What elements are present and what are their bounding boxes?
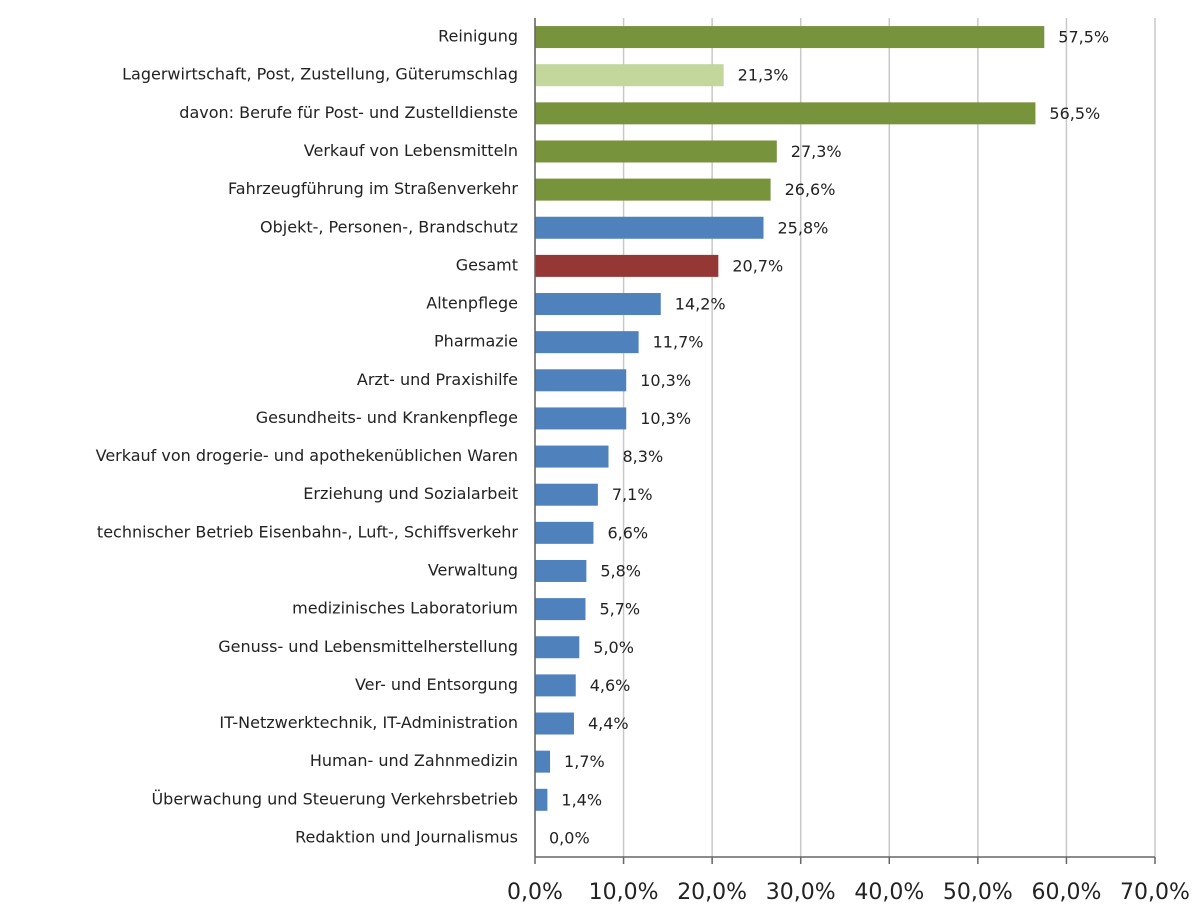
value-label: 57,5% — [1058, 28, 1109, 47]
category-label: Arzt- und Praxishilfe — [357, 370, 518, 389]
category-label: Gesamt — [456, 255, 518, 274]
x-tick-label: 20,0% — [677, 880, 747, 905]
bar — [535, 254, 719, 277]
category-label: davon: Berufe für Post- und Zustelldiens… — [179, 103, 518, 122]
value-label: 26,6% — [785, 180, 836, 199]
bar — [535, 140, 777, 163]
value-label: 25,8% — [778, 218, 829, 237]
bar — [535, 26, 1045, 49]
bar — [535, 788, 548, 811]
category-label: Verkauf von drogerie- und apothekenüblic… — [96, 446, 518, 465]
bar — [535, 445, 609, 468]
category-label: Erziehung und Sozialarbeit — [303, 484, 518, 503]
bar — [535, 598, 586, 621]
bar — [535, 369, 627, 392]
category-label: technischer Betrieb Eisenbahn-, Luft-, S… — [97, 522, 519, 541]
x-tick-label: 0,0% — [507, 880, 563, 905]
value-label: 1,4% — [561, 790, 602, 809]
bar — [535, 331, 639, 354]
category-label: Human- und Zahnmedizin — [310, 751, 518, 770]
bar — [535, 750, 551, 773]
bar — [535, 636, 580, 659]
x-tick-label: 70,0% — [1120, 880, 1190, 905]
bar — [535, 712, 574, 735]
value-label: 6,6% — [607, 523, 648, 542]
category-label: Fahrzeugführung im Straßenverkehr — [228, 179, 518, 198]
category-label: Reinigung — [438, 27, 518, 46]
value-label: 1,7% — [564, 752, 605, 771]
value-label: 5,0% — [593, 638, 634, 657]
value-label: 27,3% — [791, 142, 842, 161]
bar — [535, 407, 627, 430]
value-label: 4,6% — [590, 676, 631, 695]
value-label: 14,2% — [675, 295, 726, 314]
x-tick-label: 50,0% — [943, 880, 1013, 905]
category-label: IT-Netzwerktechnik, IT-Administration — [219, 713, 518, 732]
category-label: Lagerwirtschaft, Post, Zustellung, Güter… — [122, 65, 518, 84]
value-label: 21,3% — [738, 66, 789, 85]
bar — [535, 64, 724, 87]
category-label: medizinisches Laboratorium — [292, 599, 518, 618]
category-label: Ver- und Entsorgung — [355, 675, 518, 694]
value-label: 7,1% — [612, 485, 653, 504]
bar — [535, 483, 598, 506]
category-label: Objekt-, Personen-, Brandschutz — [260, 217, 518, 236]
value-label: 0,0% — [549, 828, 590, 847]
category-label: Gesundheits- und Krankenpflege — [256, 408, 518, 427]
category-label: Redaktion und Journalismus — [295, 827, 518, 846]
value-label: 20,7% — [732, 256, 783, 275]
category-label: Pharmazie — [434, 332, 518, 351]
bar — [535, 559, 587, 582]
category-label: Verwaltung — [428, 560, 518, 579]
value-label: 56,5% — [1049, 104, 1100, 123]
bar — [535, 216, 764, 239]
value-label: 10,3% — [640, 371, 691, 390]
bar — [535, 178, 771, 201]
value-label: 11,7% — [653, 333, 704, 352]
category-label: Genuss- und Lebensmittelherstellung — [218, 637, 518, 656]
x-tick-label: 60,0% — [1031, 880, 1101, 905]
category-label: Verkauf von Lebensmitteln — [304, 141, 518, 160]
bar — [535, 521, 594, 544]
bar — [535, 293, 661, 316]
category-label: Überwachung und Steuerung Verkehrsbetrie… — [151, 789, 518, 808]
value-label: 5,8% — [600, 561, 641, 580]
value-label: 4,4% — [588, 714, 629, 733]
value-label: 8,3% — [623, 447, 664, 466]
bar — [535, 102, 1036, 125]
category-label: Altenpflege — [426, 294, 518, 313]
x-tick-label: 30,0% — [766, 880, 836, 905]
bar — [535, 674, 576, 697]
value-label: 10,3% — [640, 409, 691, 428]
x-tick-label: 40,0% — [854, 880, 924, 905]
x-tick-label: 10,0% — [589, 880, 659, 905]
value-label: 5,7% — [599, 600, 640, 619]
